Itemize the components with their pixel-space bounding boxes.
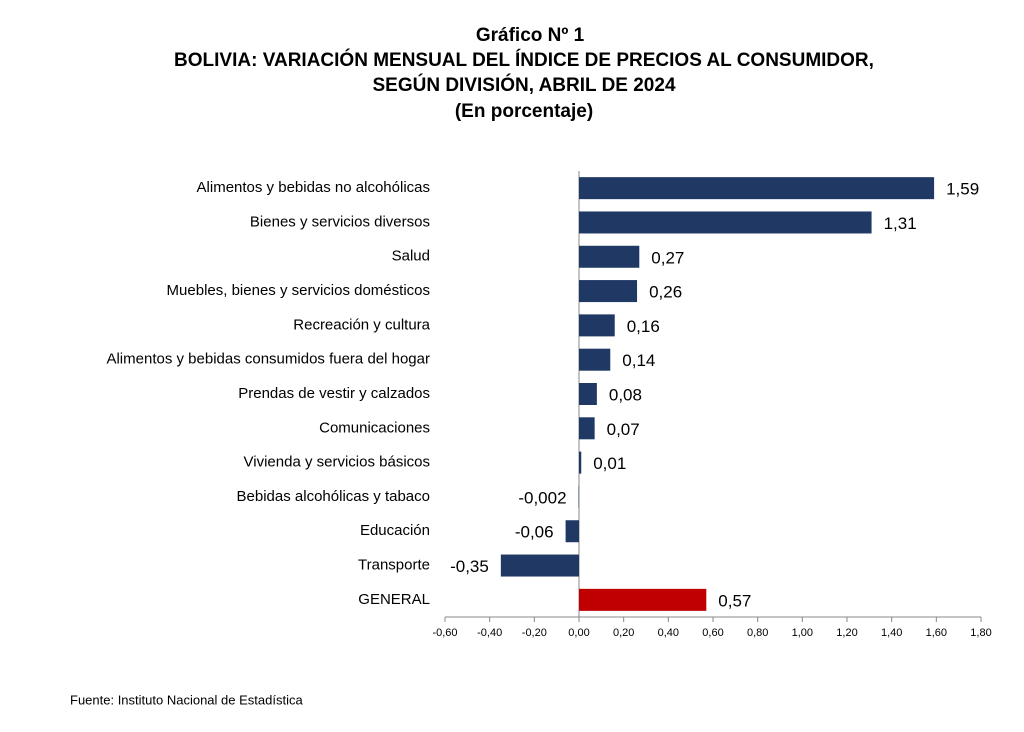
data-label: -0,06 xyxy=(515,523,554,542)
data-label: -0,002 xyxy=(518,488,566,507)
x-tick-label: 0,40 xyxy=(658,627,679,639)
x-tick-label: -0,20 xyxy=(522,627,547,639)
bar xyxy=(579,211,872,234)
y-tick-label: Bienes y servicios diversos xyxy=(250,213,430,230)
y-tick-label: Muebles, bienes y servicios domésticos xyxy=(167,282,430,299)
source-note: Fuente: Instituto Nacional de Estadístic… xyxy=(70,692,303,707)
x-tick-label: 1,80 xyxy=(970,627,991,639)
bar xyxy=(579,451,582,474)
bar xyxy=(579,417,595,440)
y-tick-label: GENERAL xyxy=(358,591,430,608)
y-tick-label: Vivienda y servicios básicos xyxy=(244,454,430,471)
data-label: 0,26 xyxy=(649,283,682,302)
bar xyxy=(565,520,579,543)
y-tick-label: Alimentos y bebidas no alcohólicas xyxy=(197,179,430,196)
bar xyxy=(579,348,611,371)
bar xyxy=(579,177,935,200)
y-tick-label: Alimentos y bebidas consumidos fuera del… xyxy=(106,351,430,368)
data-label: 0,01 xyxy=(593,454,626,473)
x-tick-label: 1,40 xyxy=(881,627,902,639)
bar xyxy=(578,485,580,508)
bar xyxy=(579,280,638,303)
bar xyxy=(579,588,707,611)
bar xyxy=(579,314,615,337)
x-tick-label: 1,20 xyxy=(836,627,857,639)
x-tick-label: 0,00 xyxy=(568,627,589,639)
bar xyxy=(500,554,579,577)
data-label: 1,31 xyxy=(884,214,917,233)
chart-title: BOLIVIA: VARIACIÓN MENSUAL DEL ÍNDICE DE… xyxy=(174,49,874,71)
x-tick-label: 1,60 xyxy=(926,627,947,639)
bar xyxy=(579,245,640,268)
y-tick-label: Prendas de vestir y calzados xyxy=(238,385,430,402)
data-label: 1,59 xyxy=(946,180,979,199)
y-tick-label: Recreación y cultura xyxy=(293,316,430,333)
data-label: 0,16 xyxy=(627,317,660,336)
data-label: 0,27 xyxy=(651,248,684,267)
x-tick-label: 0,60 xyxy=(702,627,723,639)
bar xyxy=(579,383,597,405)
x-tick-label: 0,20 xyxy=(613,627,634,639)
y-tick-label: Bebidas alcohólicas y tabaco xyxy=(237,488,430,505)
y-tick-label: Salud xyxy=(392,248,430,265)
chart-title: Gráfico Nº 1 xyxy=(476,25,585,46)
data-label: 0,07 xyxy=(607,420,640,439)
x-tick-label: -0,60 xyxy=(432,627,457,639)
chart-title: SEGÚN DIVISIÓN, ABRIL DE 2024 xyxy=(372,74,675,96)
data-label: 0,57 xyxy=(718,591,751,610)
x-tick-label: 1,00 xyxy=(792,627,813,639)
y-tick-label: Comunicaciones xyxy=(319,419,430,436)
x-tick-label: 0,80 xyxy=(747,627,768,639)
data-label: 0,14 xyxy=(622,351,655,370)
data-label: 0,08 xyxy=(609,385,642,404)
y-tick-label: Educación xyxy=(360,522,430,539)
y-tick-label: Transporte xyxy=(358,557,430,574)
data-label: -0,35 xyxy=(450,557,489,576)
x-tick-label: -0,40 xyxy=(477,627,502,639)
chart-subtitle: (En porcentaje) xyxy=(455,101,593,122)
